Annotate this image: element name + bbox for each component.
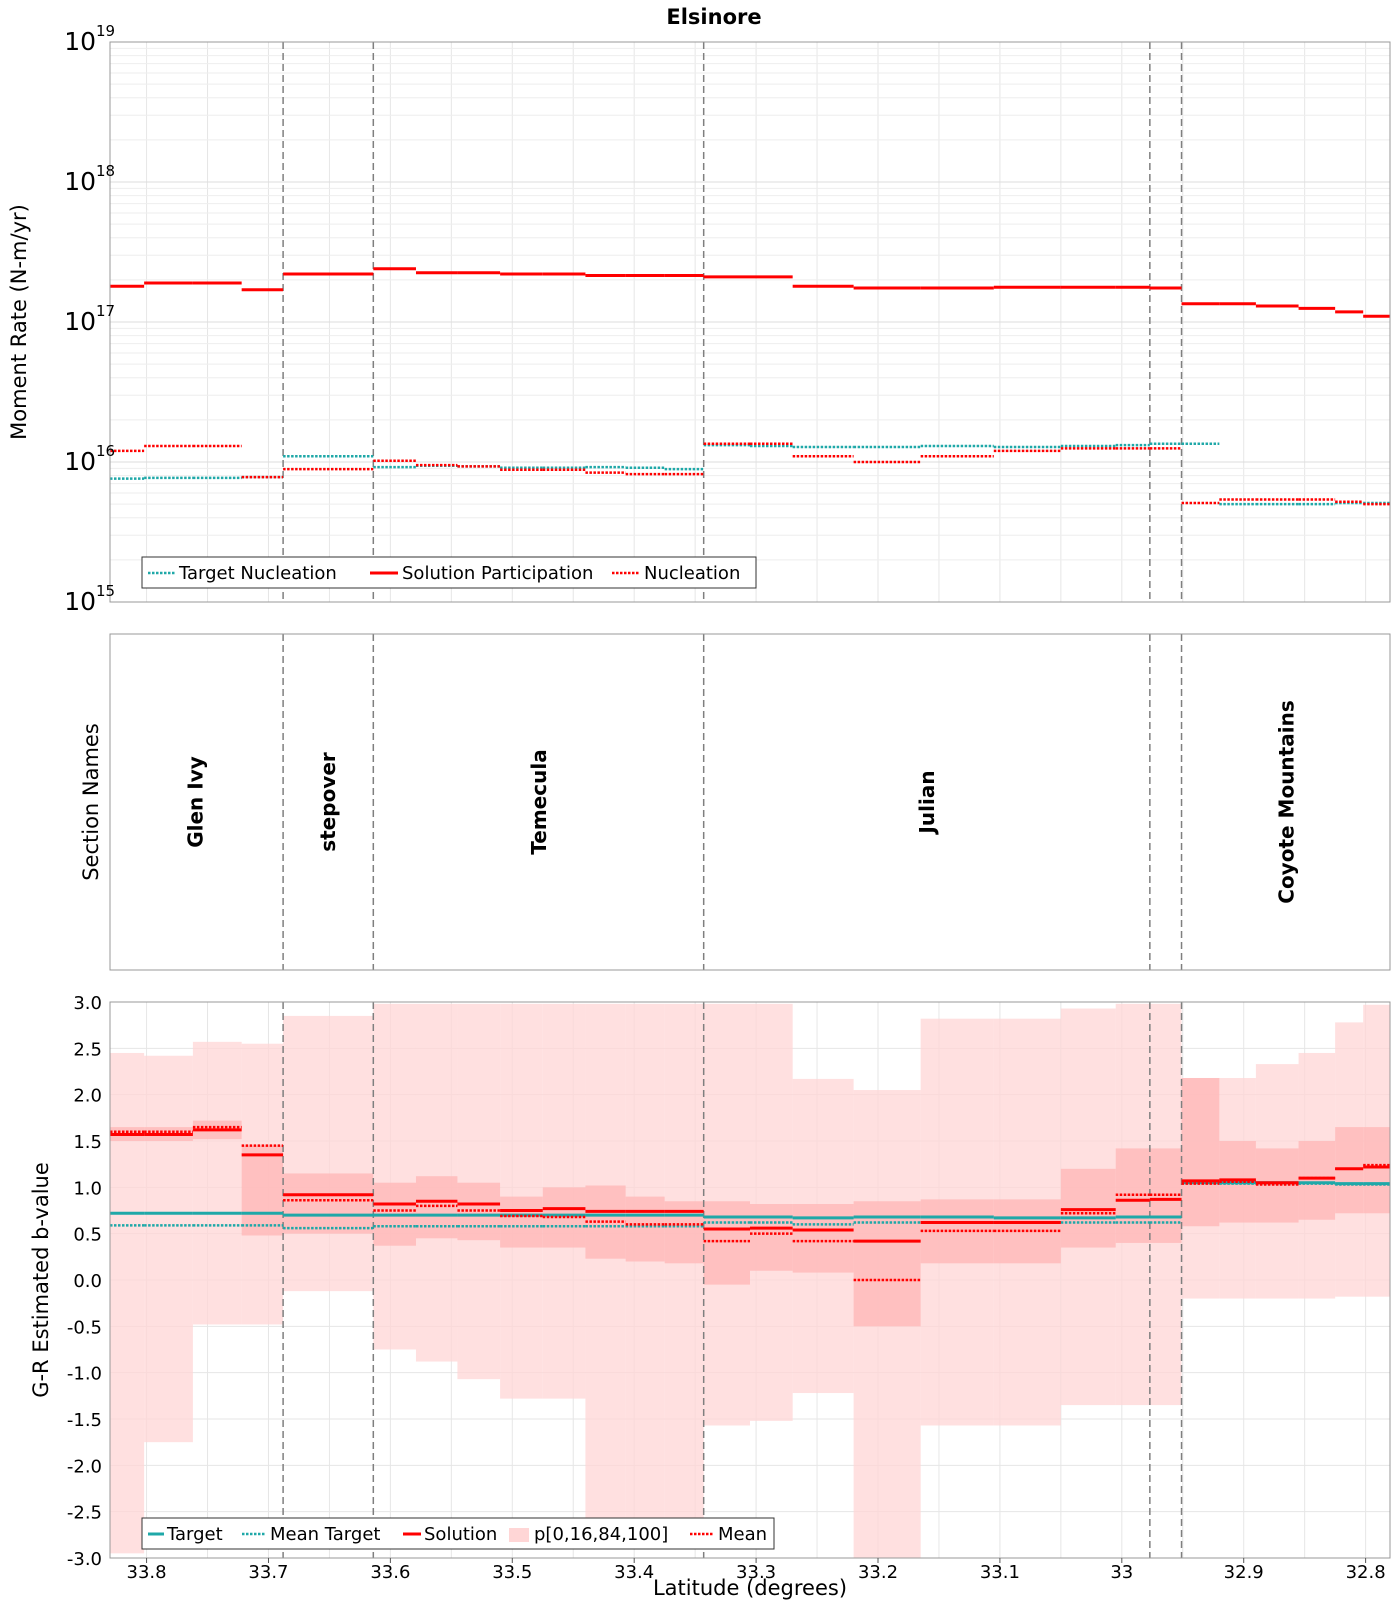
y-tick-label: -2.5 — [67, 1503, 102, 1524]
x-tick-label: 33.5 — [492, 1562, 532, 1583]
legend-label-mean-target: Mean Target — [270, 1524, 380, 1545]
y-tick-label: 1.0 — [73, 1178, 102, 1199]
b-value-section-dividers — [282, 1002, 1183, 1558]
section-names-panel: Glen Ivy stepover Temecula Julian Coyote Mou… — [79, 633, 1391, 971]
y-tick-label-base: 10 — [64, 307, 96, 336]
y-tick-label: 0.0 — [73, 1271, 102, 1292]
moment-rate-legend: Target Nucleation Solution Participation… — [141, 556, 757, 589]
b-value-series — [110, 1125, 1390, 1282]
moment-rate-series — [110, 267, 1390, 506]
y-tick-label: 2.0 — [73, 1086, 102, 1107]
y-tick-label: -0.5 — [67, 1317, 102, 1338]
legend-box — [141, 556, 757, 589]
section-name-label: Glen Ivy — [183, 756, 207, 848]
b-value-panel: 3.0 2.5 2.0 1.5 1.0 0.5 0.0 -0.5 -1.0 -1.5 -2.0 -2.… — [29, 993, 1391, 1600]
legend-swatch-percentile-band — [509, 1528, 529, 1542]
y-tick-label: 0.5 — [73, 1225, 102, 1246]
legend-label-target-nucleation: Target Nucleation — [178, 563, 337, 584]
chart-title: Elsinore — [666, 5, 761, 29]
x-axis-label: Latitude (degrees) — [653, 1576, 847, 1600]
x-tick-label: 33.2 — [858, 1562, 898, 1583]
percentile-band-p16-p84 — [326, 1173, 374, 1234]
x-tick-label: 33.8 — [127, 1562, 167, 1583]
section-name-labels: Glen Ivy stepover Temecula Julian Coyote Mou… — [183, 700, 1298, 903]
legend-label-solution: Solution — [424, 1524, 497, 1545]
y-tick-label: -1.0 — [67, 1364, 102, 1385]
x-tick-label: 33 — [1110, 1562, 1133, 1583]
y-tick-label-exponent: 19 — [96, 22, 115, 40]
y-tick-label-base: 10 — [64, 587, 96, 616]
x-tick-label: 33.4 — [614, 1562, 654, 1583]
section-name-label: stepover — [316, 752, 340, 852]
percentile-band-p0-p100 — [664, 1003, 704, 1545]
b-value-y-axis-label: G-R Estimated b-value — [29, 1162, 53, 1398]
percentile-band-p16-p84 — [415, 1176, 458, 1239]
percentile-band-p16-p84 — [1181, 1077, 1220, 1227]
percentile-band-p16-p84 — [625, 1196, 665, 1262]
b-value-y-ticks: 3.0 2.5 2.0 1.5 1.0 0.5 0.0 -0.5 -1.0 -1.5 -2.0 -2.… — [67, 993, 102, 1570]
y-tick-label-base: 10 — [64, 447, 96, 476]
x-tick-label: 33.6 — [370, 1562, 410, 1583]
y-tick-label: -2.0 — [67, 1456, 102, 1477]
x-tick-label: 32.8 — [1346, 1562, 1386, 1583]
section-name-label: Temecula — [527, 749, 551, 854]
percentile-band-p0-p100 — [625, 1003, 665, 1545]
section-names-dividers — [282, 634, 1183, 970]
moment-rate-y-axis-label: Moment Rate (N-m/yr) — [7, 204, 31, 440]
section-names-plot-area — [110, 634, 1390, 970]
y-tick-label: -1.5 — [67, 1410, 102, 1431]
percentile-band-p16-p84 — [241, 1145, 284, 1236]
y-tick-label-exponent: 18 — [96, 162, 115, 180]
percentile-band-p16-p84 — [792, 1204, 854, 1273]
b-value-legend: Target Mean Target Solution p[0,16,84,10… — [141, 1517, 775, 1550]
percentile-band-p16-p84 — [750, 1204, 793, 1271]
x-tick-label: 32.9 — [1224, 1562, 1264, 1583]
x-tick-label: 33.7 — [248, 1562, 288, 1583]
legend-label-nucleation: Nucleation — [644, 563, 740, 584]
y-tick-label-exponent: 16 — [96, 442, 115, 460]
percentile-band-p16-p84 — [283, 1173, 327, 1234]
percentile-band-p16-p84 — [500, 1196, 543, 1248]
percentile-band-p16-p84 — [853, 1201, 921, 1327]
y-tick-label-base: 10 — [64, 167, 96, 196]
b-value-frame — [109, 1001, 1391, 1559]
legend-label-solution-participation: Solution Participation — [402, 563, 593, 584]
y-tick-label: -3.0 — [67, 1549, 102, 1570]
percentile-band-p0-p100 — [144, 1055, 193, 1443]
percentile-band-p0-p100 — [283, 1015, 327, 1292]
y-tick-label: 3.0 — [73, 993, 102, 1014]
percentile-band-p16-p84 — [703, 1201, 750, 1285]
y-tick-label-exponent: 15 — [96, 582, 115, 600]
section-names-y-axis-label: Section Names — [79, 723, 103, 881]
section-name-label: Julian — [915, 770, 939, 835]
section-names-frame — [109, 633, 1391, 971]
x-tick-label: 33.1 — [980, 1562, 1020, 1583]
legend-label-percentile-band: p[0,16,84,100] — [534, 1524, 668, 1545]
y-tick-label-base: 10 — [64, 27, 96, 56]
y-tick-label-exponent: 17 — [96, 302, 115, 320]
y-tick-label: 2.5 — [73, 1039, 102, 1060]
percentile-band-p0-p100 — [326, 1015, 374, 1292]
legend-label-mean: Mean — [718, 1524, 767, 1545]
percentile-band-p0-p100 — [192, 1041, 242, 1325]
percentile-band-p0-p100 — [585, 1003, 626, 1545]
latitude-x-ticks: 33.8 33.7 33.6 33.5 33.4 33.3 33.2 33.1 33 32.9 32… — [127, 1558, 1386, 1583]
legend-label-target: Target — [166, 1524, 223, 1545]
moment-rate-frame — [109, 41, 1391, 603]
percentile-band-p0-p100 — [373, 1003, 416, 1350]
percentile-band-p16-p84 — [1363, 1127, 1390, 1214]
percentile-band-p16-p84 — [1298, 1141, 1336, 1220]
b-value-percentile-bands — [110, 1003, 1390, 1558]
y-tick-label: 1.5 — [73, 1132, 102, 1153]
x-tick-label: 33.3 — [736, 1562, 776, 1583]
section-name-label: Coyote Mountains — [1274, 700, 1298, 903]
moment-rate-section-dividers — [282, 42, 1183, 602]
